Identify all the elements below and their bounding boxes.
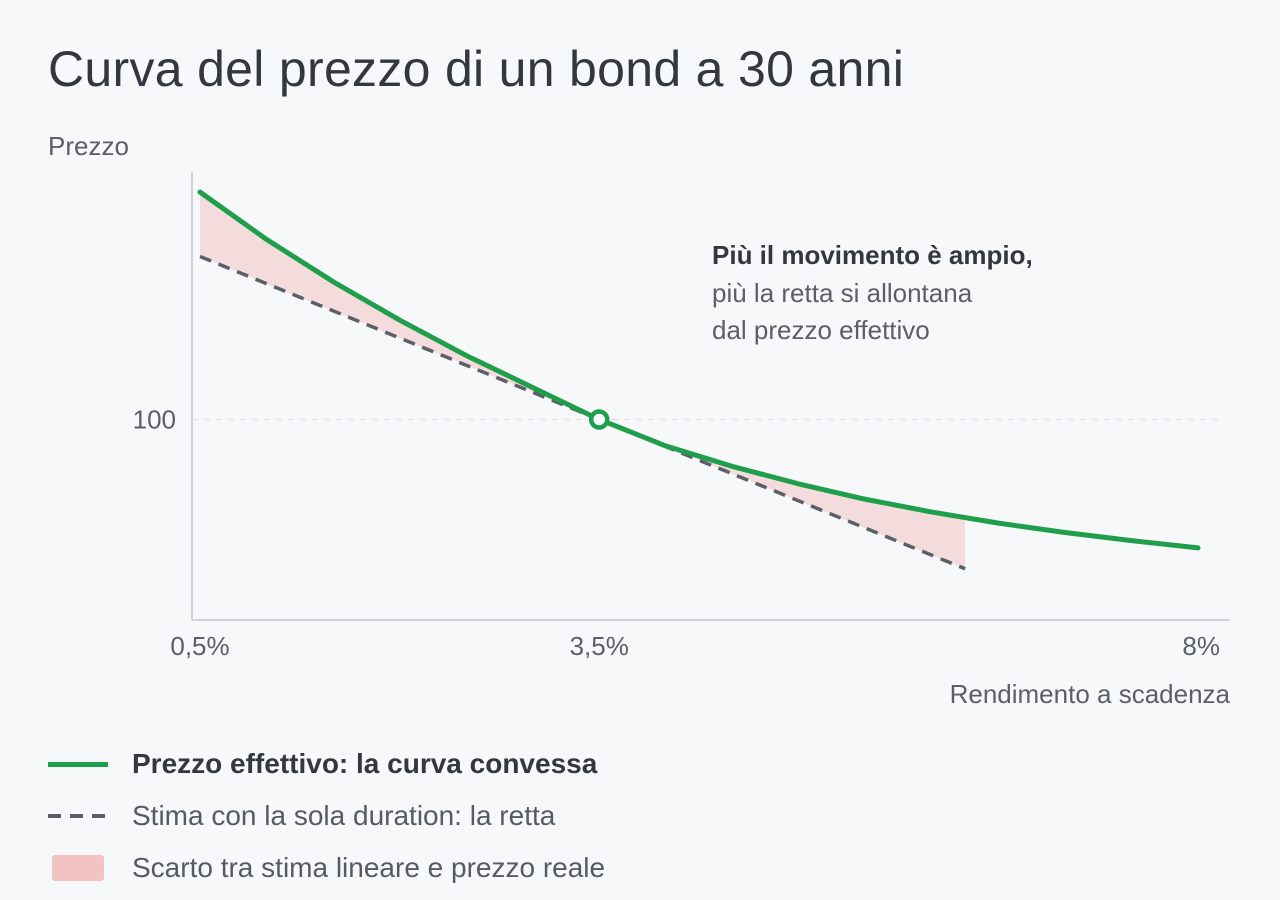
legend-label: Stima con la sola duration: la retta — [132, 800, 556, 831]
legend-label: Scarto tra stima lineare e prezzo reale — [132, 852, 606, 883]
tangent-point-marker — [588, 409, 610, 430]
x-tick-label: 3,5% — [570, 631, 629, 661]
legend-item-gap: Scarto tra stima lineare e prezzo reale — [48, 848, 748, 888]
bond-price-chart: Prezzo 100 0,5% 3,5% 8% Rendimento a scadenza… — [48, 131, 1231, 709]
legend-item-actual-price: Prezzo effettivo: la curva convessa — [48, 744, 748, 784]
actual-price-curve — [197, 189, 1201, 551]
x-tick-label: 0,5% — [170, 631, 229, 661]
y-axis-label: Prezzo — [48, 131, 129, 161]
shaded-gap-area — [200, 192, 966, 569]
annotation-line: dal prezzo effettivo — [712, 315, 930, 345]
y-tick-label: 100 — [133, 404, 176, 434]
legend-item-duration-estimate: Stima con la sola duration: la retta — [48, 796, 748, 836]
x-tick-label: 8% — [1182, 631, 1220, 661]
legend-label: Prezzo effettivo: la curva convessa — [132, 748, 598, 779]
chart-title: Curva del prezzo di un bond a 30 anni — [48, 41, 905, 97]
annotation-heading: Più il movimento è ampio, — [712, 240, 1033, 270]
annotation-line: più la retta si allontana — [712, 278, 973, 308]
legend-swatch-solid-line — [48, 762, 108, 767]
legend-swatch-shaded-area — [52, 855, 104, 881]
legend-swatch-dashed-line — [48, 814, 108, 818]
x-axis-label: Rendimento a scadenza — [950, 679, 1231, 709]
